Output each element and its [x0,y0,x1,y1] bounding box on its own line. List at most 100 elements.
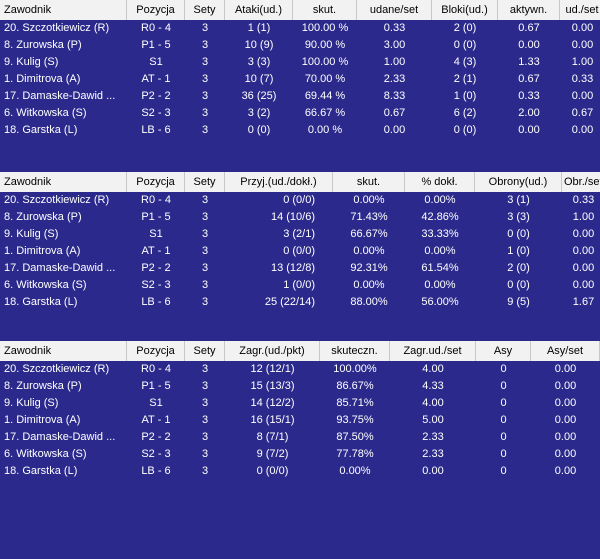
col-header-reception-efficiency[interactable]: skut. [333,172,405,192]
table-row[interactable]: 6. Witkowska (S) S2 - 3 3 9 (7/2) 77.78% 2.33… [0,446,600,463]
col-header-sets[interactable]: Sety [185,341,225,361]
cell-player-name: 9. Kulig (S) [4,397,59,409]
cell-attack-efficiency: 69.44 % [304,90,346,102]
cell-position: P2 - 2 [141,431,171,443]
cell-accuracy-percent: 61.54% [421,262,459,274]
cell-blocks-per-set: 1.00 [571,56,594,68]
col-header-position[interactable]: Pozycja [127,0,185,20]
cell-serves: 0 (0/0) [256,465,289,477]
table-row[interactable]: 9. Kulig (S) S1 3 14 (12/2) 85.71% 4.00 0 0.00 [0,395,600,412]
col-header-serve-efficiency[interactable]: skuteczn. [320,341,390,361]
table-row[interactable]: 6. Witkowska (S) S2 - 3 3 1 (0/0) 0.00% 0.00%… [0,277,600,294]
col-header-attacks[interactable]: Ataki(ud.) [225,0,293,20]
table-row[interactable]: 1. Dimitrova (A) AT - 1 3 16 (15/1) 93.75% 5.… [0,412,600,429]
cell-attacks: 3 (3) [247,56,271,68]
cell-sets: 3 [201,431,209,443]
cell-blocks-per-set: 0.33 [571,73,594,85]
cell-position: P1 - 5 [141,39,171,51]
table-row[interactable]: 17. Damaske-Dawid ... P2 - 2 3 8 (7/1) 87.50… [0,429,600,446]
cell-sets: 3 [201,363,209,375]
cell-activity: 2.00 [518,107,540,119]
cell-sets: 3 [201,245,209,257]
cell-player-name: 20. Szczotkiewicz (R) [4,363,110,375]
table-row[interactable]: 17. Damaske-Dawid ... P2 - 2 3 36 (25) 69.44… [0,88,600,105]
cell-defenses: 0 (0) [507,228,530,240]
table-row[interactable]: 18. Garstka (L) LB - 6 3 0 (0/0) 0.00% 0.00 0 0… [0,463,600,480]
cell-reception-efficiency: 88.00% [350,296,388,308]
col-header-sets[interactable]: Sety [185,172,225,192]
col-header-attack-efficiency[interactable]: skut. [293,0,357,20]
col-header-activity[interactable]: aktywn. [498,0,560,20]
col-header-player[interactable]: Zawodnik [0,172,127,192]
col-header-blocks[interactable]: Bloki(ud.) [432,0,498,20]
col-header-player[interactable]: Zawodnik [0,0,127,20]
cell-player-name: 18. Garstka (L) [4,465,78,477]
cell-player-name: 9. Kulig (S) [4,56,59,68]
cell-blocks-per-set: 0.67 [571,107,594,119]
col-header-sets[interactable]: Sety [185,0,225,20]
col-header-accuracy-percent[interactable]: % dokł. [405,172,475,192]
cell-player-name: 17. Damaske-Dawid ... [4,262,116,274]
cell-attacks: 0 (0) [247,124,271,136]
cell-player-name: 8. Zurowska (P) [4,39,82,51]
cell-activity: 0.00 [518,124,540,136]
cell-activity: 0.67 [518,73,540,85]
table-row[interactable]: 9. Kulig (S) S1 3 3 (2/1) 66.67% 33.33% 0 (0) 0… [0,226,600,243]
cell-blocks: 6 (2) [453,107,477,119]
cell-serves: 15 (13/3) [250,380,295,392]
cell-defenses: 3 (1) [507,194,530,206]
col-header-defenses[interactable]: Obrony(ud.) [475,172,562,192]
cell-position: S2 - 3 [141,279,171,291]
table-row[interactable]: 20. Szczotkiewicz (R) R0 - 4 3 1 (1) 100.00 … [0,20,600,37]
table-row[interactable]: 8. Zurowska (P) P1 - 5 3 10 (9) 90.00 % 3.00 0… [0,37,600,54]
cell-blocks-per-set: 0.00 [571,124,594,136]
table-row[interactable]: 6. Witkowska (S) S2 - 3 3 3 (2) 66.67 % 0.67 6… [0,105,600,122]
serve-stats-table: Zawodnik Pozycja Sety Zagr.(ud./pkt) sku… [0,341,600,501]
cell-player-name: 20. Szczotkiewicz (R) [4,22,110,34]
cell-aces: 0 [500,465,507,477]
col-header-aces[interactable]: Asy [476,341,531,361]
cell-accuracy-percent: 0.00% [424,279,456,291]
cell-player-name: 17. Damaske-Dawid ... [4,90,116,102]
cell-serves-per-set: 4.33 [422,380,444,392]
cell-position: S1 [149,56,163,68]
table-row[interactable]: 8. Zurowska (P) P1 - 5 3 14 (10/6) 71.43% 42.… [0,209,600,226]
col-header-serves[interactable]: Zagr.(ud./pkt) [225,341,320,361]
table-row[interactable]: 8. Zurowska (P) P1 - 5 3 15 (13/3) 86.67% 4.3… [0,378,600,395]
cell-aces: 0 [500,380,507,392]
cell-aces: 0 [500,363,507,375]
col-header-position[interactable]: Pozycja [127,172,185,192]
cell-defenses-per-set: 0.00 [572,228,595,240]
table-row[interactable]: 1. Dimitrova (A) AT - 1 3 0 (0/0) 0.00% 0.00%… [0,243,600,260]
cell-reception-efficiency: 0.00% [353,245,385,257]
table-row[interactable]: 18. Garstka (L) LB - 6 3 0 (0) 0.00 % 0.00 0 (… [0,122,600,139]
cell-serves-per-set: 4.00 [422,363,444,375]
col-header-aces-per-set[interactable]: Asy/set [531,341,600,361]
cell-blocks-per-set: 0.00 [571,22,594,34]
cell-defenses: 9 (5) [507,296,530,308]
cell-blocks: 2 (0) [453,22,477,34]
cell-reception-efficiency: 0.00% [353,194,385,206]
table-row[interactable]: 20. Szczotkiewicz (R) R0 - 4 3 0 (0/0) 0.00%… [0,192,600,209]
cell-position: S2 - 3 [141,448,171,460]
cell-serves: 16 (15/1) [250,414,295,426]
col-header-blocks-per-set[interactable]: ud./set [560,0,600,20]
col-header-successful-per-set[interactable]: udane/set [357,0,432,20]
cell-defenses: 0 (0) [507,279,530,291]
table-row[interactable]: 1. Dimitrova (A) AT - 1 3 10 (7) 70.00 % 2.33… [0,71,600,88]
cell-activity: 0.67 [518,22,540,34]
cell-accuracy-percent: 0.00% [424,194,456,206]
cell-position: P2 - 2 [141,90,171,102]
col-header-serves-per-set[interactable]: Zagr.ud./set [390,341,476,361]
table-row[interactable]: 18. Garstka (L) LB - 6 3 25 (22/14) 88.00% 56… [0,294,600,311]
col-header-defenses-per-set[interactable]: Obr./set [562,172,600,192]
col-header-position[interactable]: Pozycja [127,341,185,361]
table-row[interactable]: 17. Damaske-Dawid ... P2 - 2 3 13 (12/8) 92.… [0,260,600,277]
cell-defenses-per-set: 1.67 [572,296,595,308]
col-header-player[interactable]: Zawodnik [0,341,127,361]
cell-sets: 3 [201,228,209,240]
table-row[interactable]: 9. Kulig (S) S1 3 3 (3) 100.00 % 1.00 4 (3) 1.3… [0,54,600,71]
reception-stats-table: Zawodnik Pozycja Sety Przyj.(ud./dokł.) … [0,172,600,332]
table-row[interactable]: 20. Szczotkiewicz (R) R0 - 4 3 12 (12/1) 100… [0,361,600,378]
col-header-receptions[interactable]: Przyj.(ud./dokł.) [225,172,333,192]
